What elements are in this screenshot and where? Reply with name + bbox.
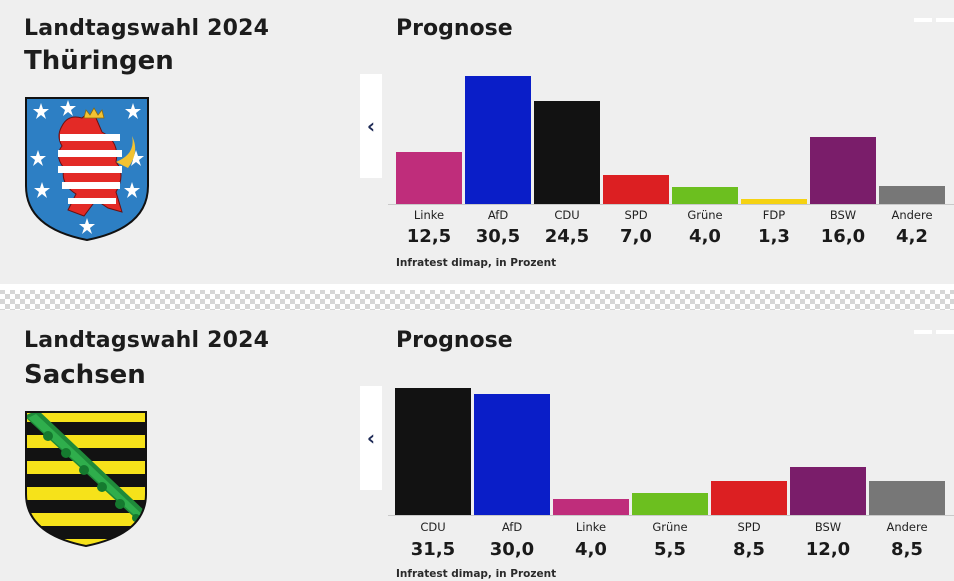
category-label: CDU xyxy=(420,520,446,534)
state-name: Sachsen xyxy=(24,360,146,390)
category-label: AfD xyxy=(487,208,509,222)
value-label: 8,5 xyxy=(891,539,923,560)
state-name: Thüringen xyxy=(24,46,174,76)
chevron-left-icon[interactable]: ‹ xyxy=(360,386,382,490)
category-label: Andere xyxy=(886,520,928,534)
value-label: 8,5 xyxy=(733,539,765,560)
category-label: Linke xyxy=(575,520,607,534)
bar-gruene xyxy=(632,493,708,515)
panel-title: Landtagswahl 2024 xyxy=(24,328,270,353)
value-label: 30,5 xyxy=(475,226,521,247)
value-label: 4,0 xyxy=(689,226,721,247)
bar-bsw xyxy=(810,137,876,204)
category-label: BSW xyxy=(829,208,857,222)
bars-area xyxy=(388,384,954,515)
chevron-left-icon[interactable]: ‹ xyxy=(360,74,382,178)
bar-cdu xyxy=(395,388,471,515)
value-label: 1,3 xyxy=(758,226,790,247)
bar-spd xyxy=(711,481,787,515)
sachsen-crest-icon xyxy=(25,411,147,548)
bar-fdp xyxy=(741,199,807,204)
category-label: AfD xyxy=(501,520,523,534)
election-panel-thueringen: Landtagswahl 2024 Thüringen Prognose ‹ xyxy=(0,0,954,284)
bar-chart-sachsen: CDU 31,5 AfD 30,0 Linke 4,0 Grüne 5,5 SPD 8,5 BSW 1… xyxy=(388,384,954,581)
value-label: 5,5 xyxy=(654,539,686,560)
bar-linke xyxy=(553,499,629,515)
value-label: 24,5 xyxy=(544,226,590,247)
bar-andere xyxy=(879,186,945,204)
panel-title: Landtagswahl 2024 xyxy=(24,16,270,41)
source-note: Infratest dimap, in Prozent xyxy=(396,257,557,269)
thueringen-crest-icon xyxy=(25,97,149,242)
bar-bsw xyxy=(790,467,866,515)
bar-gruene xyxy=(672,187,738,204)
section-divider xyxy=(0,284,954,310)
value-label: 12,5 xyxy=(406,226,452,247)
menu-icon[interactable] xyxy=(914,330,954,336)
value-label: 30,0 xyxy=(489,539,535,560)
category-label: SPD xyxy=(737,520,761,534)
bars-area xyxy=(388,60,954,204)
category-label: FDP xyxy=(762,208,786,222)
value-label: 7,0 xyxy=(620,226,652,247)
bar-afd xyxy=(474,394,550,515)
category-label: Linke xyxy=(413,208,445,222)
value-label: 4,0 xyxy=(575,539,607,560)
bar-afd xyxy=(465,76,531,204)
value-label: 31,5 xyxy=(410,539,456,560)
category-label: BSW xyxy=(814,520,842,534)
bar-linke xyxy=(396,152,462,204)
chart-title: Prognose xyxy=(396,16,513,41)
category-label: CDU xyxy=(554,208,580,222)
election-panel-sachsen: Landtagswahl 2024 Sachsen Prognose ‹ xyxy=(0,310,954,581)
chart-baseline xyxy=(388,204,954,205)
category-label: Andere xyxy=(891,208,933,222)
bar-andere xyxy=(869,481,945,515)
category-label: SPD xyxy=(624,208,648,222)
value-label: 16,0 xyxy=(820,226,866,247)
chart-baseline xyxy=(388,515,954,516)
source-note: Infratest dimap, in Prozent xyxy=(396,568,557,580)
bar-cdu xyxy=(534,101,600,204)
category-label: Grüne xyxy=(687,208,723,222)
value-label: 12,0 xyxy=(805,539,851,560)
chart-title: Prognose xyxy=(396,328,513,353)
bar-chart-thueringen: Linke 12,5 AfD 30,5 CDU 24,5 SPD 7,0 Grüne 4,0 FDP… xyxy=(388,60,954,272)
bar-spd xyxy=(603,175,669,204)
category-label: Grüne xyxy=(652,520,688,534)
menu-icon[interactable] xyxy=(914,18,954,24)
value-label: 4,2 xyxy=(896,226,928,247)
